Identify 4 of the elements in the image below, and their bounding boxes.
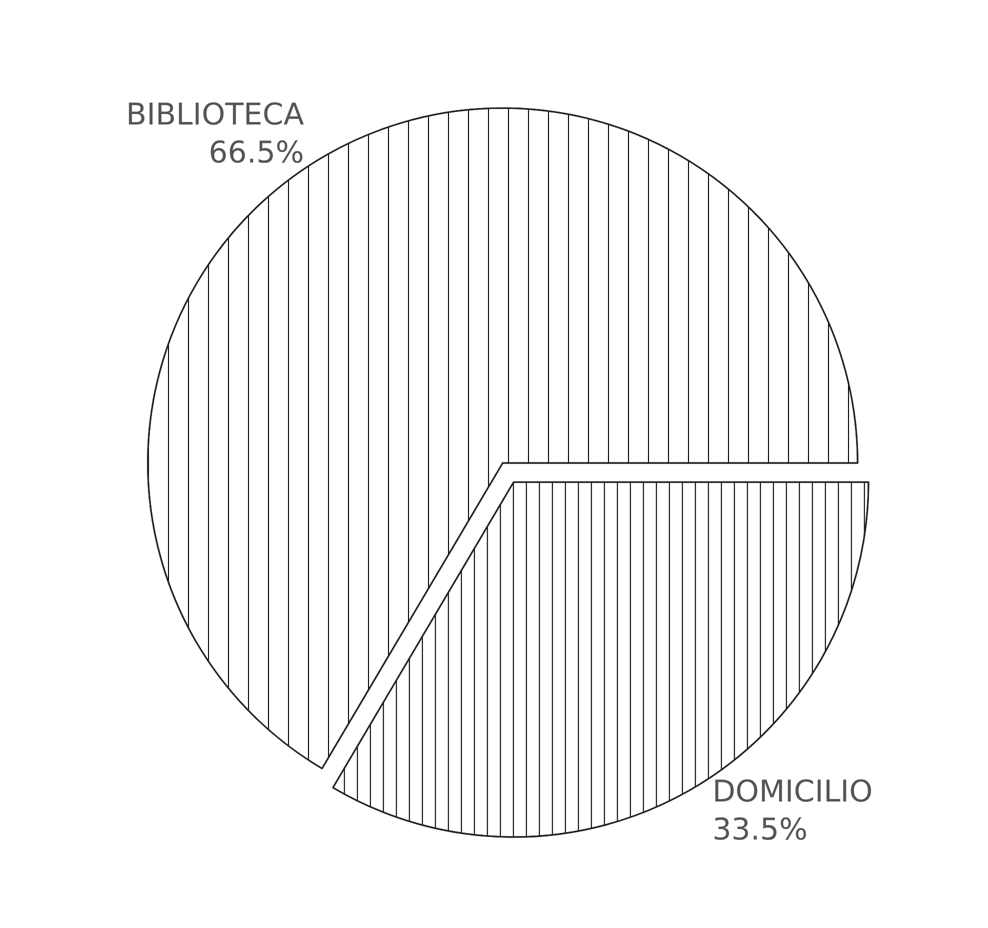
slice-label: DOMICILIO <box>712 774 873 810</box>
data-label: 33.5% <box>712 812 808 848</box>
slice-label: BIBLIOTECA <box>126 97 304 132</box>
data-label: 66.5% <box>208 135 304 170</box>
